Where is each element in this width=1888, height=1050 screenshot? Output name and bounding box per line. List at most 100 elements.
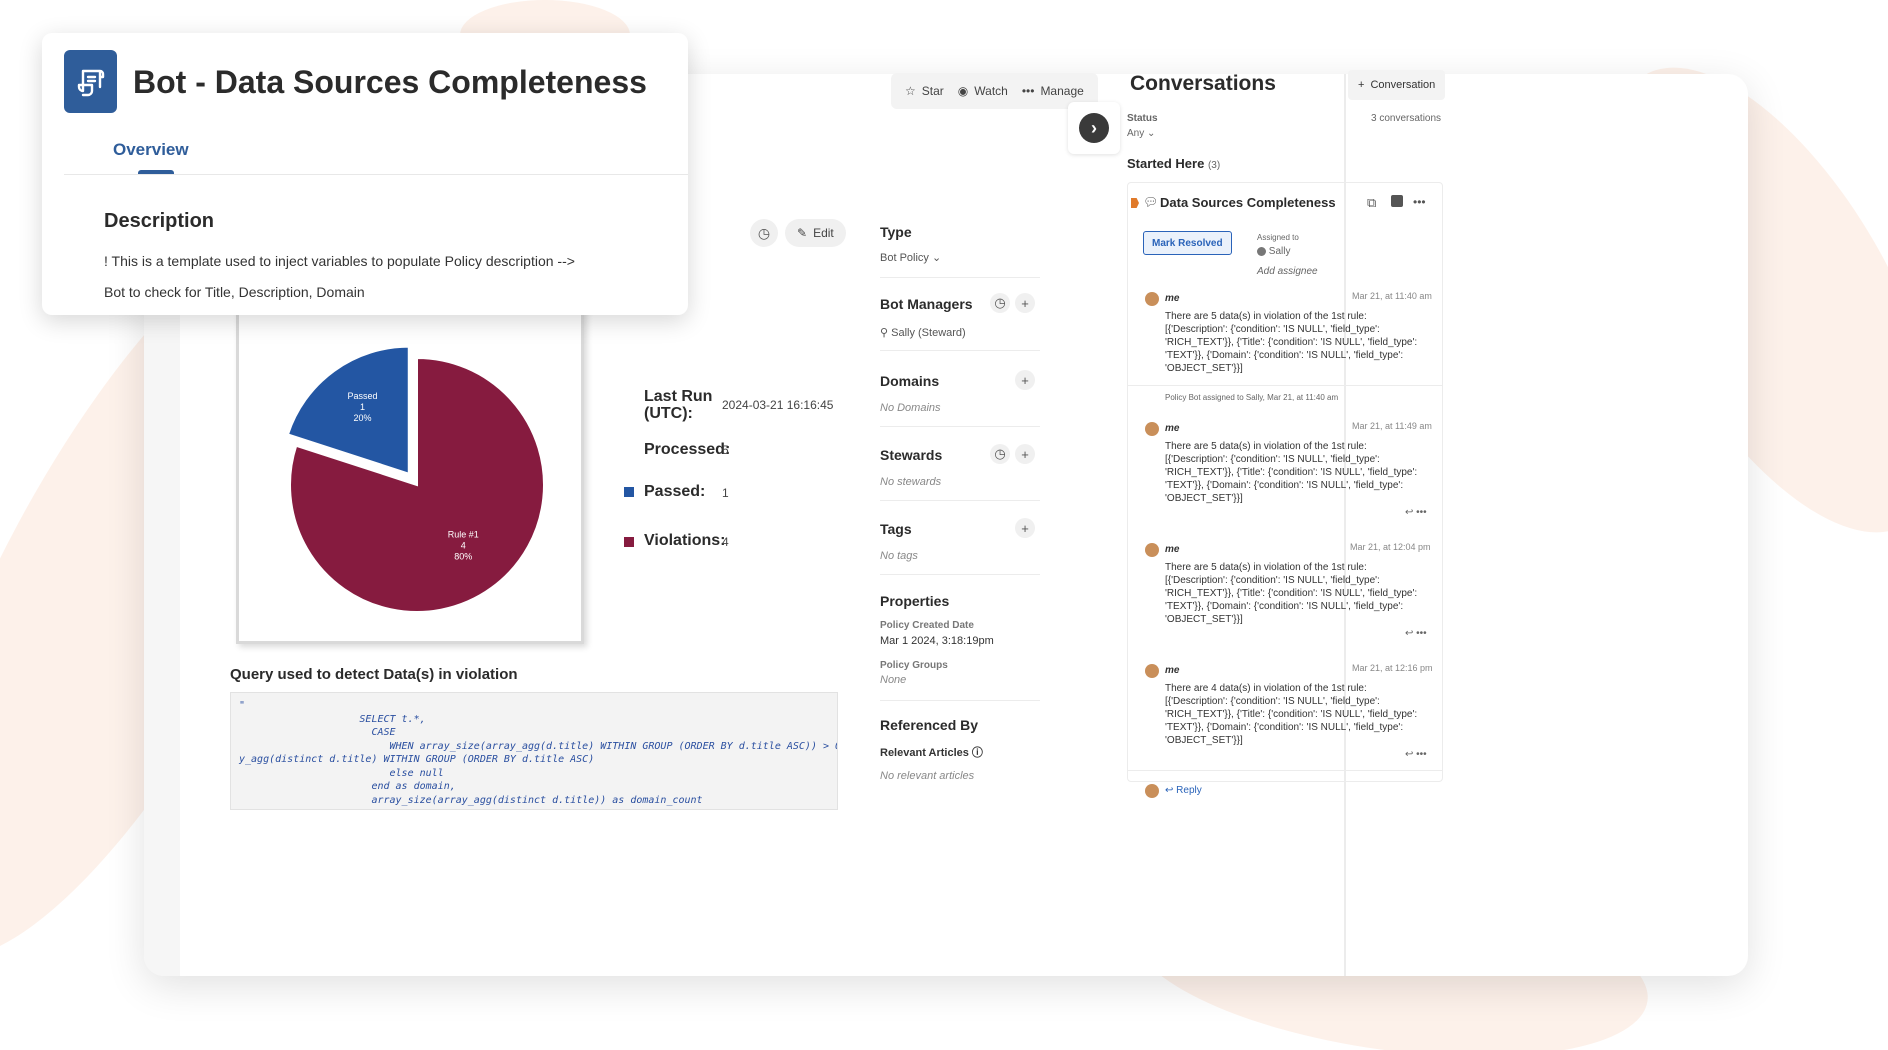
pie-slice-rule-1[interactable] (289, 356, 545, 613)
properties-heading: Properties (880, 593, 950, 609)
divider (880, 574, 1040, 575)
pie-label: Rule #1 (448, 530, 479, 540)
message-time: Mar 21, at 12:04 pm (1350, 542, 1431, 552)
message-body: There are 4 data(s) in violation of the … (1165, 683, 1418, 746)
relevant-articles-empty: No relevant articles (880, 770, 975, 782)
chat-bubble-icon: 💬︎ (1143, 195, 1159, 209)
pie-label: 4 (461, 541, 466, 551)
policy-groups-label: Policy Groups (880, 660, 948, 671)
message-body: There are 5 data(s) in violation of the … (1165, 562, 1418, 625)
message-time: Mar 21, at 11:40 am (1352, 291, 1432, 301)
message-author: me (1165, 544, 1180, 555)
conversation-thread (1127, 182, 1443, 782)
watch-button[interactable]: ◉ Watch (957, 84, 1008, 98)
bot-managers-heading: Bot Managers (880, 296, 973, 312)
eye-icon: ◉ (957, 84, 969, 98)
message-author: me (1165, 293, 1180, 304)
violations-legend-swatch (624, 537, 634, 547)
passed-label: Passed: (644, 483, 706, 500)
last-run-value: 2024-03-21 16:16:45 (722, 398, 834, 412)
open-external-icon[interactable]: ⧉ (1367, 195, 1377, 210)
conversations-title: Conversations (1130, 72, 1276, 95)
conversation-count: 3 conversations (1371, 113, 1442, 124)
processed-value: 5 (722, 443, 729, 457)
avatar (1145, 784, 1159, 798)
divider (880, 277, 1040, 278)
message-actions[interactable]: ↩ ••• (1405, 749, 1427, 760)
assigned-to-label: Assigned to (1257, 233, 1299, 242)
user-icon: ⚲ (880, 327, 889, 339)
pie-slice-passed[interactable] (286, 345, 410, 476)
thread-title[interactable]: Data Sources Completeness (1160, 195, 1336, 210)
page-title: Bot - Data Sources Completeness (133, 64, 647, 100)
star-icon: ☆ (905, 84, 916, 98)
more-icon: ••• (1021, 84, 1035, 98)
message-actions[interactable]: ↩ ••• (1405, 628, 1427, 639)
add-assignee-link[interactable]: Add assignee (1257, 266, 1318, 277)
pie-label: 1 (360, 402, 365, 412)
chevron-right-icon: › (1079, 113, 1109, 143)
tab-divider (64, 174, 688, 175)
policy-created-label: Policy Created Date (880, 620, 974, 631)
add-steward-button[interactable]: + (1015, 444, 1035, 464)
divider (880, 426, 1040, 427)
message-body: There are 5 data(s) in violation of the … (1165, 441, 1418, 504)
tab-overview[interactable]: Overview (113, 140, 189, 159)
message-author: me (1165, 665, 1180, 676)
archive-icon[interactable] (1391, 195, 1403, 207)
query-code-block[interactable]: " SELECT t.*, CASE WHEN array_size(array… (230, 692, 838, 810)
domains-empty: No Domains (880, 402, 941, 414)
add-conversation-button[interactable]: + Conversation (1348, 70, 1446, 100)
processed-label: Processed: (644, 441, 731, 458)
chevron-down-icon: ⌄ (931, 252, 942, 264)
divider (1128, 770, 1442, 771)
add-tag-button[interactable]: + (1015, 518, 1035, 538)
add-domain-button[interactable]: + (1015, 370, 1035, 390)
status-dropdown[interactable]: Any ⌄ (1127, 128, 1156, 139)
description-heading: Description (104, 210, 215, 232)
pie-label: Passed (347, 391, 377, 401)
policy-created-value: Mar 1 2024, 3:18:19pm (880, 635, 994, 647)
reply-button[interactable]: ↩ Reply (1165, 785, 1202, 796)
tags-heading: Tags (880, 521, 912, 537)
mark-resolved-button[interactable]: Mark Resolved (1143, 231, 1232, 255)
stewards-history-icon[interactable]: ◷ (990, 444, 1010, 464)
type-dropdown[interactable]: Bot Policy ⌄ (880, 252, 942, 264)
divider (880, 500, 1040, 501)
info-icon[interactable]: ⓘ (971, 747, 983, 759)
started-here-heading: Started Here (3) (1127, 156, 1221, 171)
domains-heading: Domains (880, 373, 940, 389)
relevant-articles-label: Relevant Articles ⓘ (880, 747, 983, 759)
description-line: ! This is a template used to inject vari… (104, 253, 575, 269)
manage-button[interactable]: ••• Manage (1021, 84, 1084, 98)
policy-scroll-icon (64, 50, 117, 113)
status-label: Status (1127, 113, 1158, 124)
clock-icon: ◷ (757, 224, 771, 241)
add-bot-manager-button[interactable]: + (1015, 293, 1035, 313)
edit-button[interactable]: ✎ Edit (785, 219, 846, 247)
collapse-panel-button[interactable]: › (1068, 102, 1120, 154)
thread-more-icon[interactable]: ••• (1413, 195, 1426, 209)
pencil-icon: ✎ (797, 226, 808, 240)
message-time: Mar 21, at 11:49 am (1352, 421, 1432, 431)
history-button[interactable]: ◷ (750, 219, 778, 247)
avatar (1145, 422, 1159, 436)
type-heading: Type (880, 224, 912, 240)
page-toolbar: ☆ Star ◉ Watch ••• Manage (891, 73, 1098, 109)
message-actions[interactable]: ↩ ••• (1405, 507, 1427, 518)
avatar (1145, 292, 1159, 306)
last-run-label: Last Run (UTC): (644, 388, 713, 422)
scroll-icon (77, 69, 104, 96)
stewards-heading: Stewards (880, 447, 943, 463)
assignee[interactable]: Sally (1257, 246, 1290, 257)
star-button[interactable]: ☆ Star (905, 84, 944, 98)
panel-divider (1344, 74, 1346, 976)
chevron-down-icon: ⌄ (1147, 128, 1156, 139)
violations-label: Violations: (644, 532, 726, 549)
active-tab-indicator (138, 170, 174, 175)
query-heading: Query used to detect Data(s) in violatio… (230, 666, 518, 683)
bot-manager-item[interactable]: ⚲ Sally (Steward) (880, 327, 966, 339)
bot-managers-history-icon[interactable]: ◷ (990, 293, 1010, 313)
message-time: Mar 21, at 12:16 pm (1352, 663, 1433, 673)
